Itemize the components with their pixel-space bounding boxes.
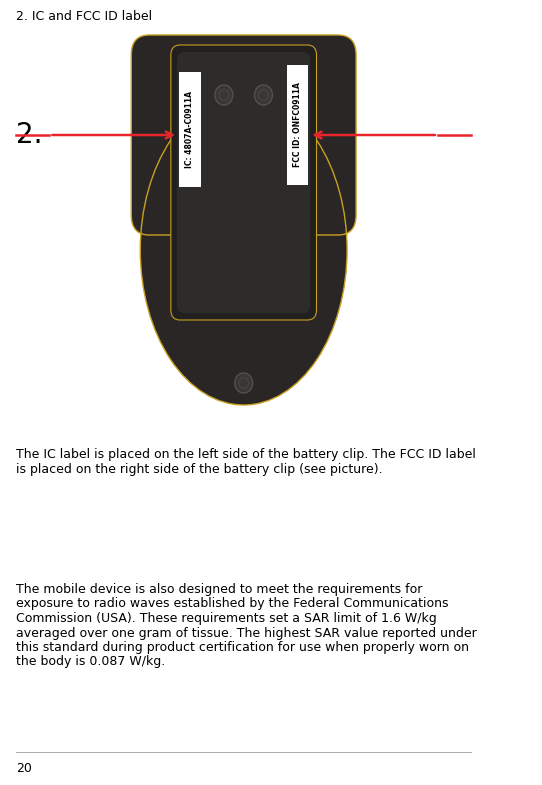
Ellipse shape — [140, 95, 347, 405]
Bar — [179, 72, 201, 187]
Text: FCC ID: ONFC0911A: FCC ID: ONFC0911A — [293, 82, 302, 167]
Text: 2. IC and FCC ID label: 2. IC and FCC ID label — [16, 10, 152, 23]
Text: the body is 0.087 W/kg.: the body is 0.087 W/kg. — [16, 655, 165, 669]
FancyBboxPatch shape — [177, 52, 310, 313]
Circle shape — [215, 85, 233, 105]
Text: exposure to radio waves established by the Federal Communications: exposure to radio waves established by t… — [16, 597, 449, 611]
Text: this standard during product certification for use when properly worn on: this standard during product certificati… — [16, 641, 469, 654]
Text: IC: 4807A-C0911A: IC: 4807A-C0911A — [185, 91, 194, 168]
Text: averaged over one gram of tissue. The highest SAR value reported under: averaged over one gram of tissue. The hi… — [16, 626, 477, 640]
Circle shape — [254, 85, 273, 105]
Text: 2.: 2. — [16, 121, 43, 149]
Text: Commission (USA). These requirements set a SAR limit of 1.6 W/kg: Commission (USA). These requirements set… — [16, 612, 437, 625]
Text: The IC label is placed on the left side of the battery clip. The FCC ID label: The IC label is placed on the left side … — [16, 448, 476, 461]
FancyBboxPatch shape — [171, 45, 317, 320]
Text: is placed on the right side of the battery clip (see picture).: is placed on the right side of the batte… — [16, 462, 383, 476]
Bar — [287, 65, 308, 185]
Circle shape — [235, 373, 253, 393]
FancyBboxPatch shape — [131, 35, 356, 235]
Text: The mobile device is also designed to meet the requirements for: The mobile device is also designed to me… — [16, 583, 423, 596]
Text: 20: 20 — [16, 762, 32, 775]
